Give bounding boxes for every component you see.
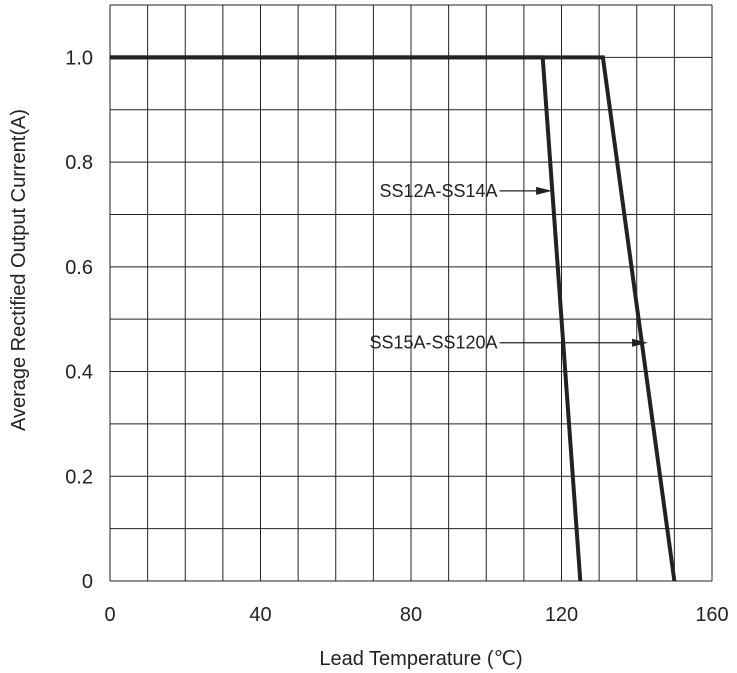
y-tick-label: 0.4	[65, 362, 93, 384]
y-tick-label: 0.8	[65, 152, 93, 174]
x-tick-label: 0	[104, 604, 115, 626]
y-tick-label: 1.0	[65, 47, 93, 69]
annotation-arrowhead-2	[632, 338, 649, 347]
x-axis-label: Lead Temperature (℃)	[319, 648, 522, 670]
y-axis-label: Average Rectified Output Current(A)	[8, 109, 30, 431]
series-line-2	[110, 55, 677, 582]
x-tick-label: 160	[695, 604, 728, 626]
x-tick-labels: 0 40 80 120 160	[104, 604, 728, 626]
series-layer	[110, 55, 677, 582]
annotation-label-1: SS12A-SS14A	[379, 181, 497, 201]
annotation-label-2: SS15A-SS120A	[369, 333, 497, 353]
y-tick-label: 0	[82, 571, 93, 593]
y-tick-label: 0.2	[65, 466, 93, 488]
annotation-arrowhead-1	[536, 186, 553, 195]
x-tick-label: 40	[249, 604, 271, 626]
grid	[109, 4, 713, 582]
x-tick-label: 80	[400, 604, 422, 626]
y-tick-label: 0.6	[65, 257, 93, 279]
annotations-layer: SS12A-SS14A SS15A-SS120A	[369, 181, 649, 353]
y-tick-labels: 0 0.2 0.4 0.6 0.8 1.0	[65, 47, 93, 593]
x-tick-label: 120	[545, 604, 578, 626]
